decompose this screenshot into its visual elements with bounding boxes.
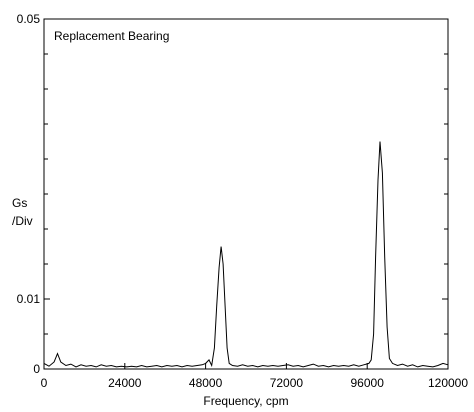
x-tick-label: 48000 [189,376,223,390]
y-axis-label-line-1: Gs [12,196,27,210]
x-axis-title: Frequency, cpm [203,394,288,408]
y-minor-ticks [44,53,448,335]
x-tick-label: 0 [41,376,48,390]
x-tick-label: 120000 [428,376,468,390]
x-tick-label: 96000 [351,376,385,390]
x-tick-label: 24000 [108,376,142,390]
chart-annotation: Replacement Bearing [54,29,169,43]
plot-frame [43,18,449,370]
y-tick-label: 0.01 [17,292,41,306]
x-axis-ticks: 0 24000 48000 72000 96000 120000 [41,363,468,390]
y-axis-ticks: 0 0.01 0.05 [17,12,448,376]
y-tick-label: 0.05 [17,12,41,26]
spectrum-series-line [43,141,449,368]
y-axis-label-line-2: /Div [12,214,33,228]
x-tick-label: 72000 [270,376,304,390]
y-tick-label: 0 [33,362,40,376]
